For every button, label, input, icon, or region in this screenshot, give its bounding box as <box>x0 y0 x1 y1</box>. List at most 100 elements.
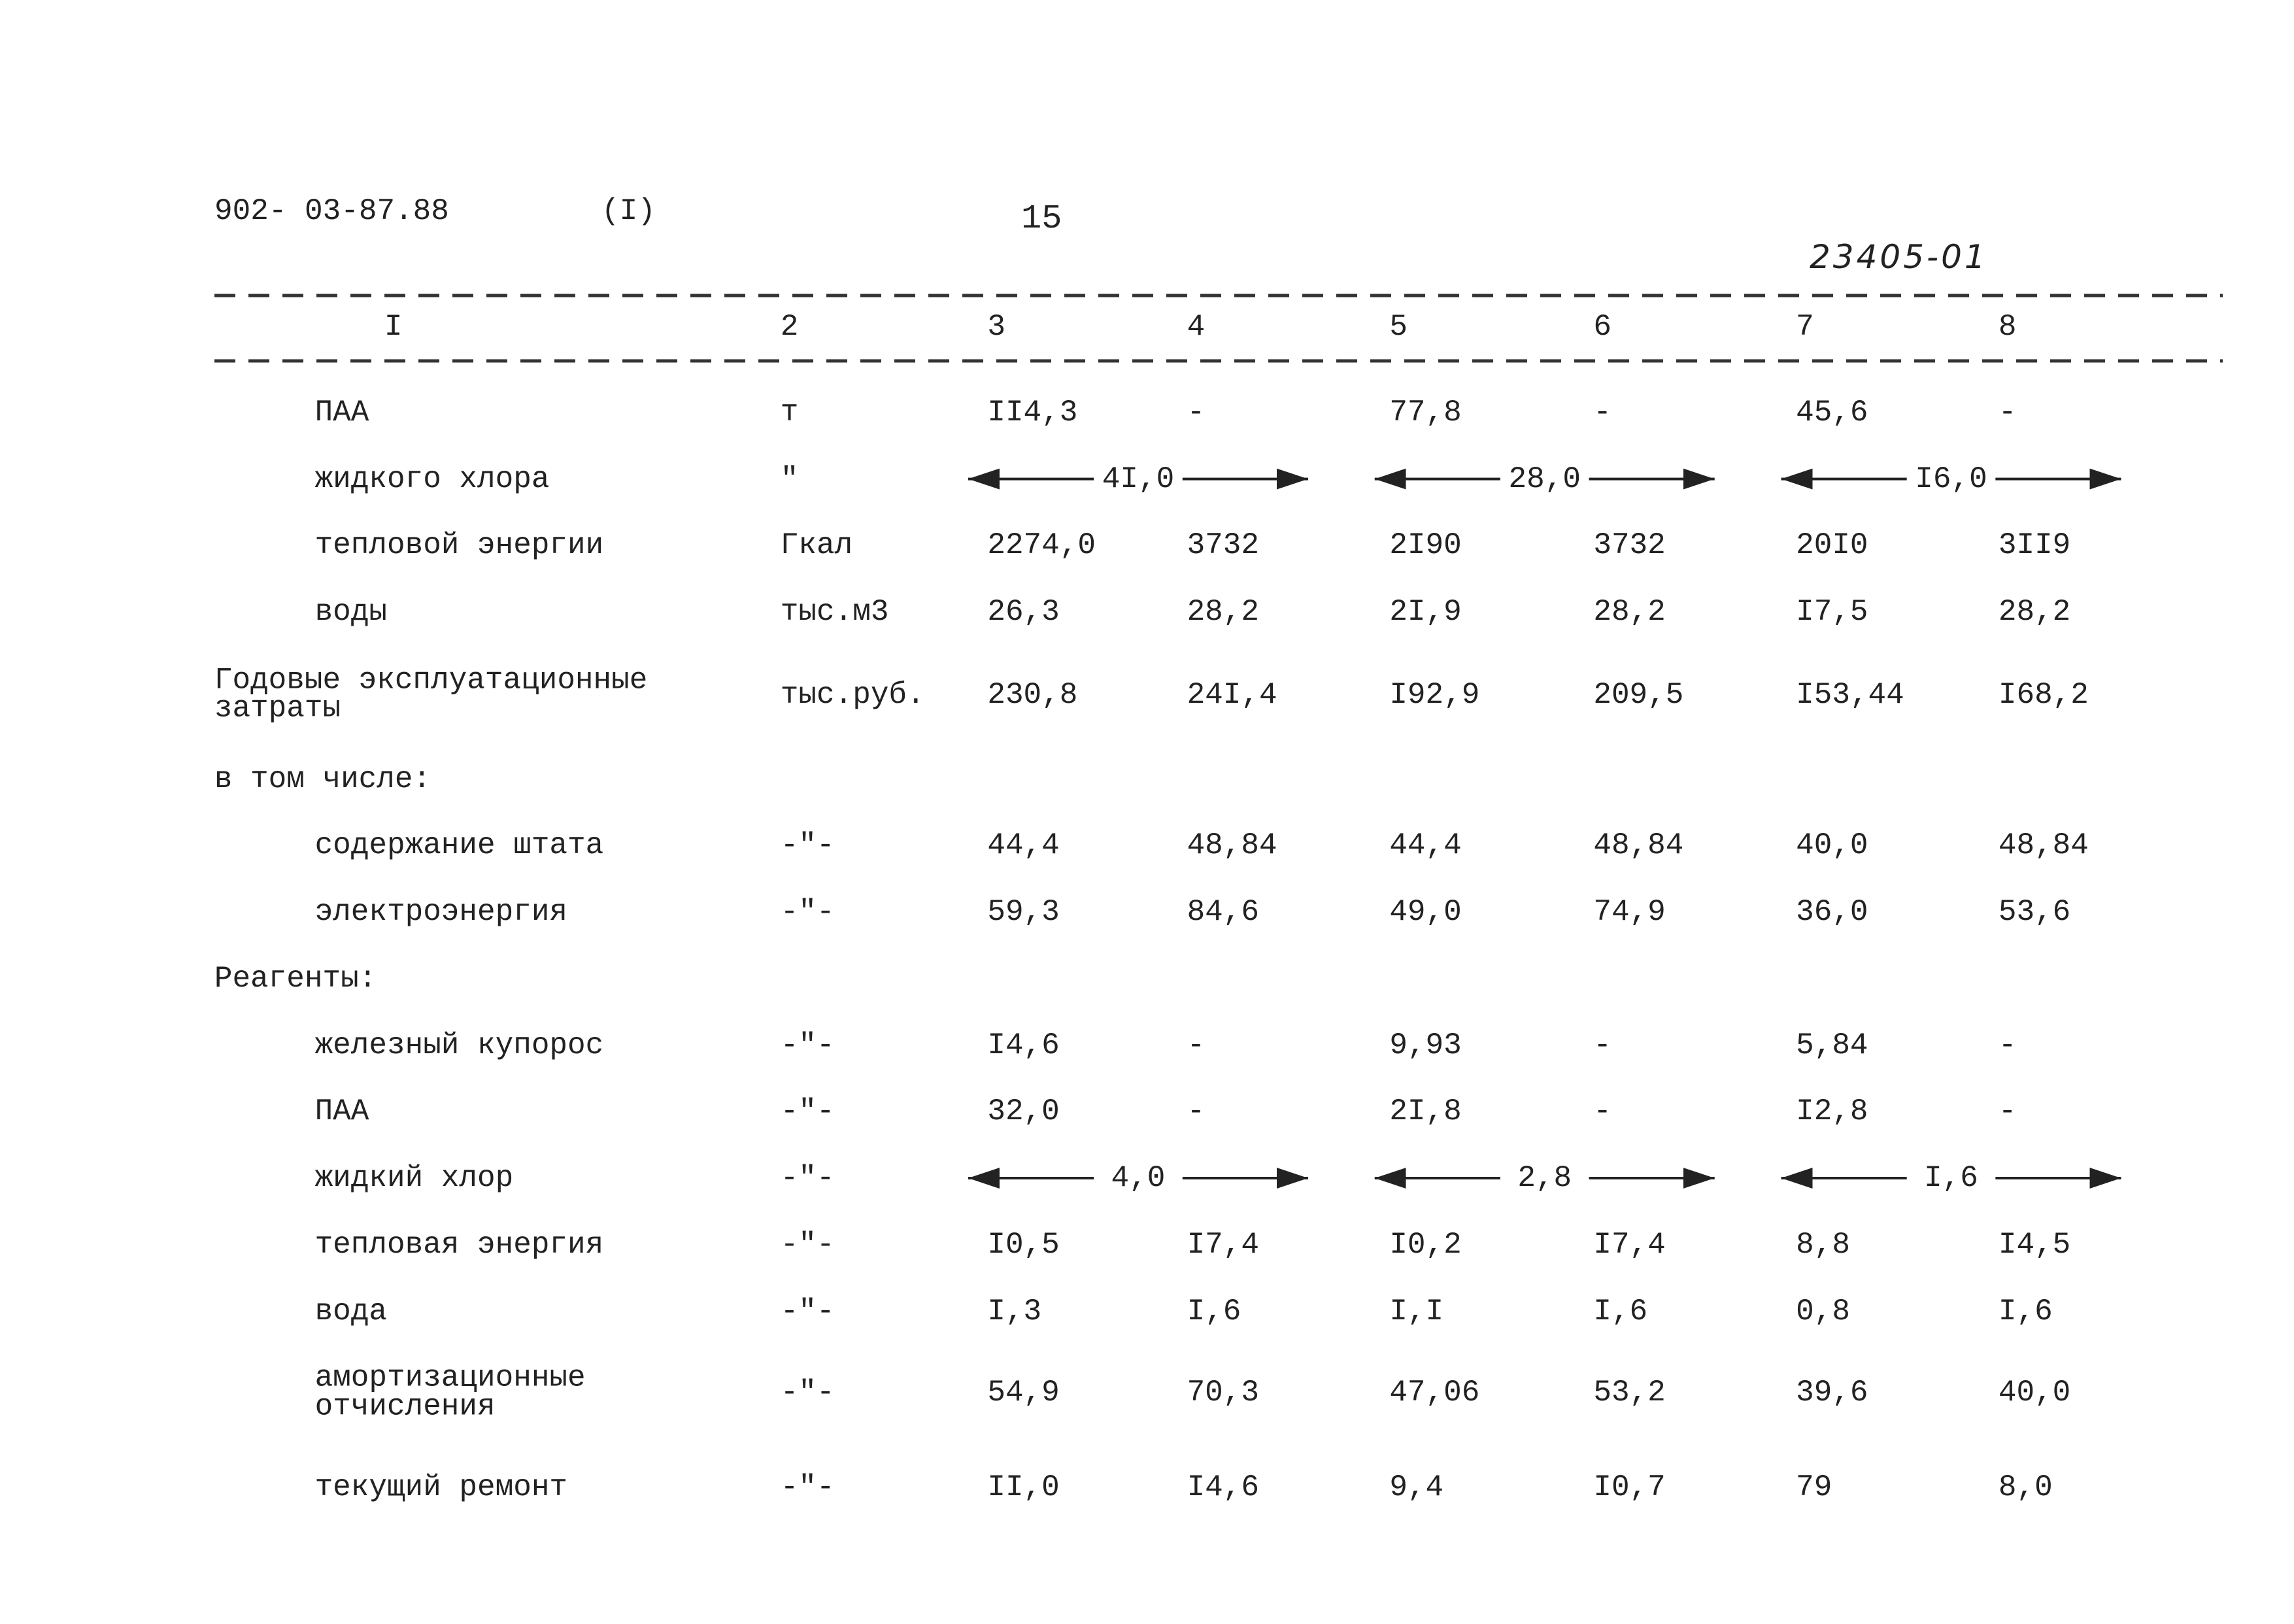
span-value: 4I,0 <box>1102 462 1175 496</box>
row-label: тепловой энергии <box>314 528 604 563</box>
cell: 2I,9 <box>1389 595 1462 630</box>
span-value: 2,8 <box>1517 1161 1572 1196</box>
row-label: амортизационные отчисления <box>315 1362 586 1421</box>
cell: 8,0 <box>1998 1470 2053 1504</box>
cell: II,0 <box>987 1470 1060 1504</box>
cell: 8,8 <box>1796 1227 1850 1262</box>
cell: I4,5 <box>1998 1227 2071 1262</box>
row-label: в том числе: <box>214 762 431 796</box>
column-header: 8 <box>1998 309 2017 344</box>
span-value: 28,0 <box>1508 462 1581 496</box>
cell: I53,44 <box>1796 677 1904 712</box>
cell: 0,8 <box>1796 1294 1850 1328</box>
cell: - <box>1187 1028 1206 1062</box>
column-header: 7 <box>1796 309 1814 344</box>
page-number: 15 <box>1021 199 1062 238</box>
row-label: жидкого хлора <box>314 462 550 496</box>
cell: 84,6 <box>1187 895 1259 930</box>
cell: II4,3 <box>987 395 1078 430</box>
doc-code: 902- 03-87.88 <box>214 194 449 228</box>
cell: 26,3 <box>987 595 1060 630</box>
cell: 2I90 <box>1389 528 1462 563</box>
unit: -"- <box>780 1294 835 1328</box>
cell: I,I <box>1389 1294 1444 1328</box>
row-label: электроэнергия <box>314 895 568 930</box>
cell: 209,5 <box>1593 677 1684 712</box>
label-line: Годовые эксплуатационные <box>214 662 648 697</box>
cell: 40,0 <box>1796 828 1868 863</box>
cell: 39,6 <box>1796 1375 1868 1410</box>
cell: 2I,8 <box>1389 1094 1462 1129</box>
cell: I68,2 <box>1998 677 2089 712</box>
cell: I,6 <box>1187 1294 1241 1328</box>
cell: 24I,4 <box>1187 677 1277 712</box>
cell: I,6 <box>1593 1294 1648 1328</box>
cell: I,6 <box>1998 1294 2053 1328</box>
column-header: 4 <box>1187 309 1206 344</box>
cell: I4,6 <box>1187 1470 1259 1504</box>
cell: I7,5 <box>1796 595 1868 630</box>
cell: 54,9 <box>987 1375 1060 1410</box>
cell: - <box>1998 1094 2017 1129</box>
cell: 9,93 <box>1389 1028 1462 1062</box>
column-header: 3 <box>987 309 1005 344</box>
cell: I92,9 <box>1389 677 1480 712</box>
cell: - <box>1593 395 1611 430</box>
column-header: I <box>384 309 403 344</box>
cell: - <box>1593 1028 1611 1062</box>
cell: 79 <box>1796 1470 1832 1504</box>
cell: 45,6 <box>1796 395 1868 430</box>
row-label: воды <box>314 595 387 630</box>
cell: - <box>1187 1094 1206 1129</box>
cell: 3732 <box>1593 528 1666 563</box>
cell: 47,06 <box>1389 1375 1480 1410</box>
row-label: Реагенты: <box>214 961 377 996</box>
unit: " <box>780 462 799 496</box>
unit: -"- <box>780 1375 835 1410</box>
row-label: содержание штата <box>314 828 604 863</box>
cell: 53,6 <box>1998 895 2071 930</box>
column-header: 2 <box>780 309 799 344</box>
cell: I7,4 <box>1593 1227 1666 1262</box>
cell: 28,2 <box>1187 595 1259 630</box>
cell: - <box>1998 395 2017 430</box>
cell: 59,3 <box>987 895 1060 930</box>
row-label: вода <box>314 1294 387 1328</box>
label-line: затраты <box>214 691 341 726</box>
cell: 3II9 <box>1998 528 2071 563</box>
cell: - <box>1187 395 1206 430</box>
cell: 49,0 <box>1389 895 1462 930</box>
cell: 48,84 <box>1187 828 1277 863</box>
unit: -"- <box>780 828 835 863</box>
cell: 5,84 <box>1796 1028 1868 1062</box>
row-label: Годовые эксплуатационные затраты <box>214 662 648 726</box>
cell: 36,0 <box>1796 895 1868 930</box>
row-label: жидкий хлор <box>314 1161 514 1196</box>
span-value: I,6 <box>1924 1161 1978 1196</box>
cell: I7,4 <box>1187 1227 1259 1262</box>
unit: -"- <box>780 1094 835 1129</box>
row-label: ПАА <box>314 395 369 430</box>
cell: 28,2 <box>1998 595 2071 630</box>
span-value: I6,0 <box>1915 462 1987 496</box>
cell: 28,2 <box>1593 595 1666 630</box>
cell: 40,0 <box>1998 1375 2071 1410</box>
cell: - <box>1998 1028 2017 1062</box>
unit: Гкал <box>780 528 853 563</box>
cell: 9,4 <box>1389 1470 1444 1504</box>
span-value: 4,0 <box>1111 1161 1166 1196</box>
doc-number: 23405-01 <box>1810 238 1988 276</box>
row-label: ПАА <box>314 1094 369 1129</box>
row-label: железный купорос <box>314 1028 604 1062</box>
row-label: тепловая энергия <box>314 1227 604 1262</box>
cell: I4,6 <box>987 1028 1060 1062</box>
row-label: текущий ремонт <box>314 1470 568 1504</box>
cell: I2,8 <box>1796 1094 1868 1129</box>
unit: тыс.м3 <box>780 595 889 630</box>
cell: 32,0 <box>987 1094 1060 1129</box>
cell: 3732 <box>1187 528 1259 563</box>
cell: 20I0 <box>1796 528 1868 563</box>
cell: I0,7 <box>1593 1470 1666 1504</box>
